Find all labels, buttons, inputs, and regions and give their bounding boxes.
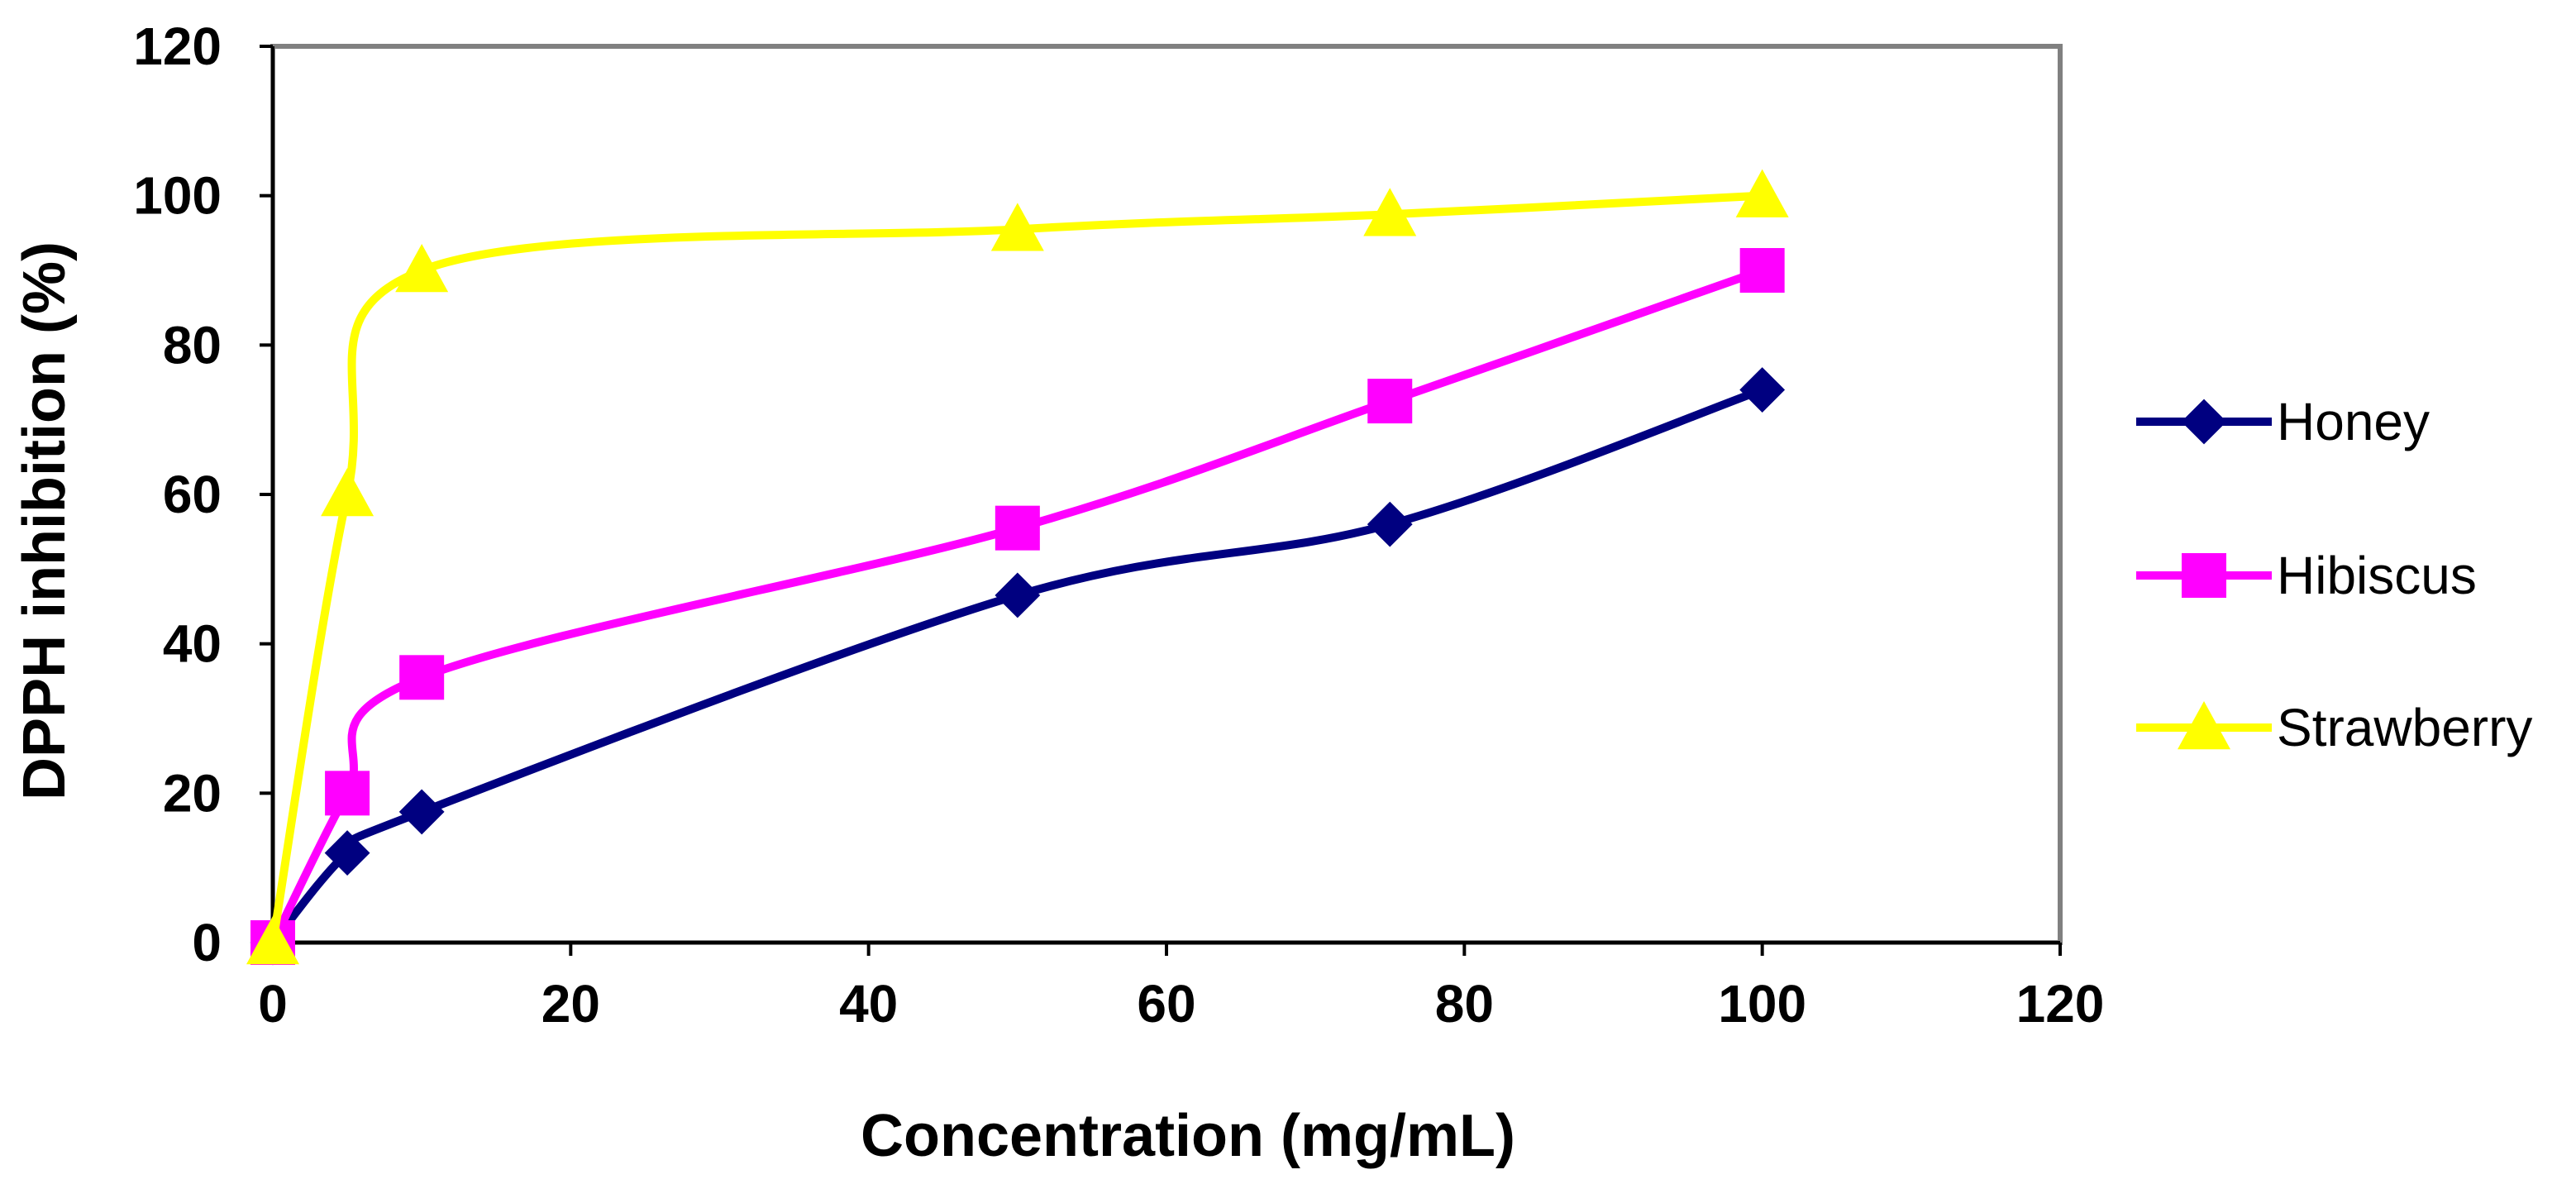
data-point-strawberry xyxy=(990,203,1044,251)
axes: 0 20 40 60 80 100 120 0 20 40 60 80 100 120 xyxy=(133,17,2104,1034)
y-tick-label: 20 xyxy=(163,763,222,823)
legend-item-honey: Honey xyxy=(2136,392,2430,451)
data-point-honey xyxy=(1367,501,1413,547)
legend: Honey Hibiscus Strawberry xyxy=(2136,392,2532,757)
x-tick-label: 60 xyxy=(1137,974,1195,1034)
legend-label-hibiscus: Hibiscus xyxy=(2277,546,2477,605)
x-tick-label: 120 xyxy=(2016,974,2105,1034)
x-tick-label: 80 xyxy=(1435,974,1494,1034)
x-tick-label: 0 xyxy=(258,974,288,1034)
data-point-honey xyxy=(398,789,445,835)
data-point-hibiscus xyxy=(399,655,445,700)
legend-label-honey: Honey xyxy=(2277,392,2430,451)
data-point-honey xyxy=(995,572,1041,618)
series-line-strawberry xyxy=(269,191,1767,947)
legend-marker-strawberry xyxy=(2178,701,2230,750)
legend-item-strawberry: Strawberry xyxy=(2136,698,2532,757)
legend-label-strawberry: Strawberry xyxy=(2277,698,2532,757)
legend-marker-hibiscus xyxy=(2182,553,2226,598)
data-point-strawberry xyxy=(321,468,374,517)
x-tick-label: 20 xyxy=(541,974,600,1034)
y-tick-label: 40 xyxy=(163,614,222,674)
y-axis-title: DPPH inhibition (%) xyxy=(12,241,78,800)
x-tick-label: 100 xyxy=(1718,974,1806,1034)
legend-marker-honey xyxy=(2181,399,2227,445)
series-strawberry xyxy=(246,169,1789,965)
x-tick-label: 40 xyxy=(839,974,898,1034)
y-tick-label: 100 xyxy=(133,166,222,226)
data-point-strawberry xyxy=(1363,188,1417,236)
data-point-hibiscus xyxy=(1739,248,1785,293)
y-tick-label: 60 xyxy=(163,465,222,524)
data-point-strawberry xyxy=(1735,169,1789,217)
series-layer xyxy=(246,169,1789,966)
data-point-hibiscus xyxy=(995,505,1040,551)
data-point-strawberry xyxy=(395,244,449,293)
data-point-hibiscus xyxy=(1367,379,1413,424)
data-point-honey xyxy=(1739,367,1786,413)
y-tick-label: 80 xyxy=(163,315,222,375)
legend-item-hibiscus: Hibiscus xyxy=(2136,546,2477,605)
data-point-honey xyxy=(324,830,370,876)
data-point-hibiscus xyxy=(325,771,370,816)
plot-area xyxy=(270,44,2063,945)
y-tick-label: 120 xyxy=(133,17,222,76)
y-tick-label: 0 xyxy=(192,913,222,972)
x-axis-title: Concentration (mg/mL) xyxy=(861,1103,1515,1169)
data-point-strawberry xyxy=(246,916,299,965)
